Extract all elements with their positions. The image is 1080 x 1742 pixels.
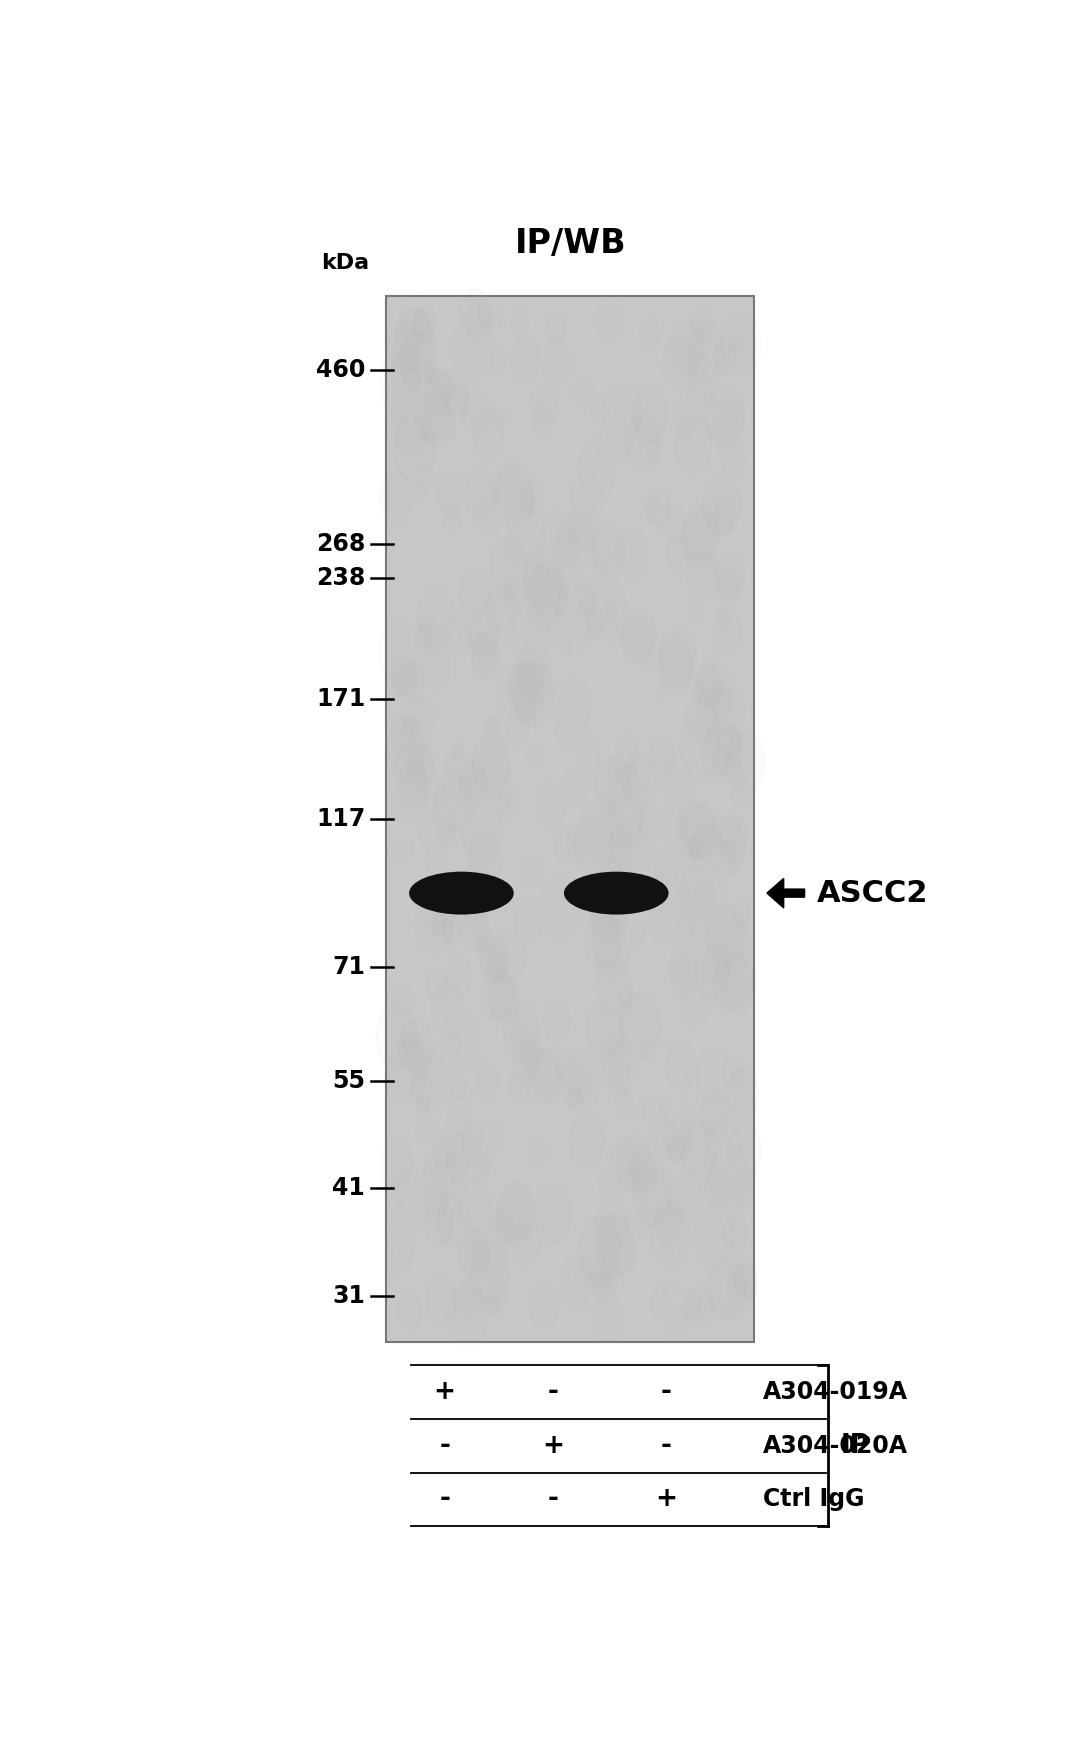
Text: Ctrl IgG: Ctrl IgG	[762, 1488, 864, 1512]
Text: +: +	[656, 1486, 677, 1512]
Text: 171: 171	[316, 686, 365, 711]
Text: IP: IP	[840, 1432, 869, 1458]
Text: 268: 268	[315, 533, 365, 556]
Text: ASCC2: ASCC2	[818, 878, 929, 908]
Text: IP/WB: IP/WB	[514, 228, 626, 260]
Ellipse shape	[409, 871, 514, 915]
Text: -: -	[440, 1432, 450, 1458]
Text: A304-020A: A304-020A	[762, 1434, 908, 1458]
Text: +: +	[542, 1432, 565, 1458]
Text: -: -	[661, 1380, 672, 1406]
Text: 31: 31	[333, 1284, 365, 1308]
Text: 71: 71	[333, 955, 365, 979]
Text: kDa: kDa	[321, 253, 369, 273]
Text: 41: 41	[333, 1176, 365, 1200]
Text: -: -	[548, 1380, 559, 1406]
Text: +: +	[434, 1380, 456, 1406]
Ellipse shape	[564, 871, 669, 915]
Text: 238: 238	[315, 566, 365, 591]
FancyArrow shape	[767, 878, 805, 908]
Text: 55: 55	[333, 1070, 365, 1092]
Text: -: -	[548, 1486, 559, 1512]
Bar	[387, 296, 755, 1343]
Text: 460: 460	[315, 359, 365, 381]
Text: A304-019A: A304-019A	[762, 1380, 908, 1404]
Text: -: -	[440, 1486, 450, 1512]
Text: -: -	[661, 1432, 672, 1458]
Text: 117: 117	[316, 807, 365, 831]
